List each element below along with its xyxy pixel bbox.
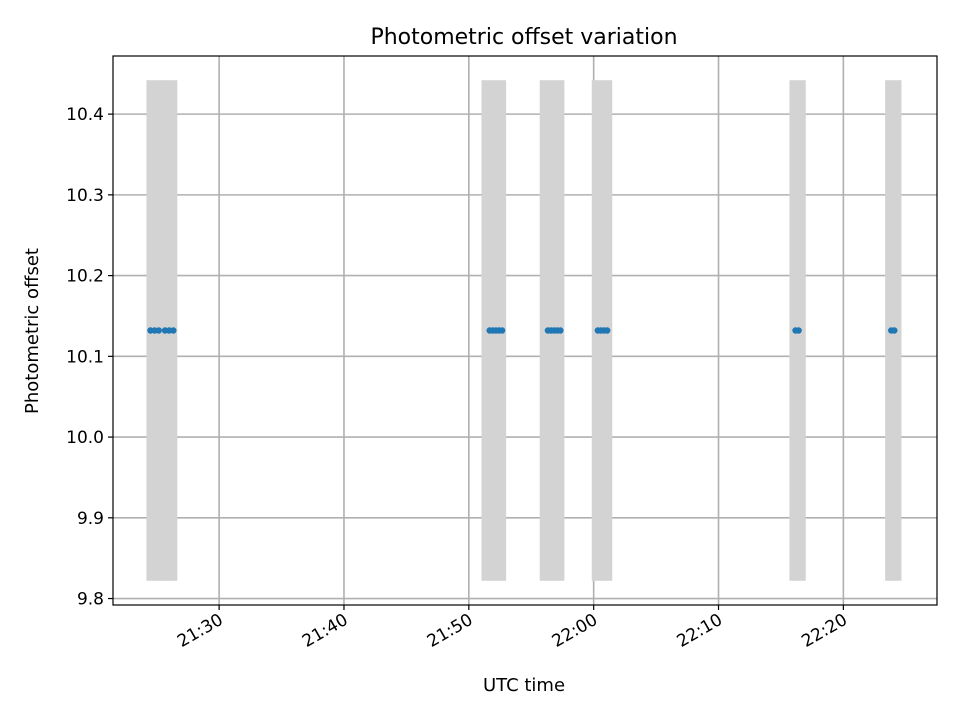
y-tick-label: 9.9 <box>77 509 104 529</box>
y-tick-label: 10.4 <box>66 105 104 125</box>
chart-title: Photometric offset variation <box>370 25 677 50</box>
data-point <box>891 327 898 334</box>
y-axis-label: Photometric offset <box>22 248 43 414</box>
data-points <box>147 327 898 334</box>
axes-frame <box>112 55 938 606</box>
y-axis: 9.8 9.9 10.0 10.1 10.2 10.3 10.4 <box>66 105 113 610</box>
data-point <box>557 327 564 334</box>
y-tick-label: 10.2 <box>66 267 104 287</box>
axes-background <box>113 56 937 605</box>
y-tick-label: 9.8 <box>77 590 104 610</box>
data-point <box>155 327 162 334</box>
y-tick-label: 10.0 <box>66 428 104 448</box>
data-point <box>498 327 506 334</box>
y-tick-label: 10.3 <box>66 186 104 206</box>
data-point <box>170 327 177 334</box>
y-tick-label: 10.1 <box>66 347 104 367</box>
data-point <box>603 327 611 334</box>
x-axis-label: UTC time <box>483 675 565 696</box>
data-point <box>795 327 802 334</box>
plot-area <box>112 55 938 606</box>
